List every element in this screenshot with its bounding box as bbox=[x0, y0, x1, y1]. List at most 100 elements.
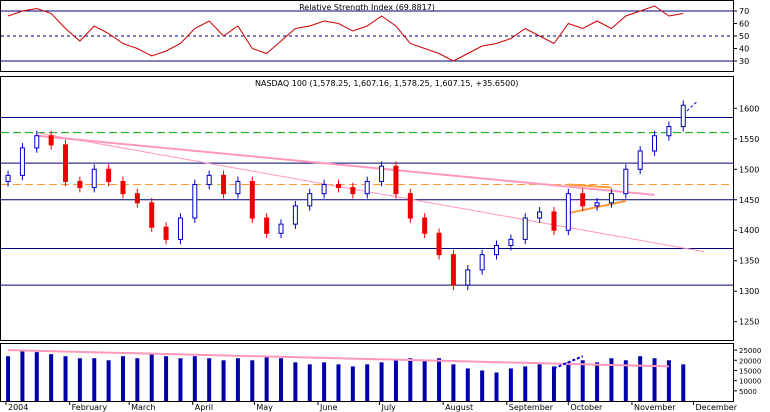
volume-bar-33 bbox=[480, 370, 485, 401]
volume-bar-37 bbox=[537, 364, 542, 401]
candle-body-18 bbox=[264, 217, 270, 234]
rsi-title: Relative Strength Index (69.8817) bbox=[299, 3, 435, 12]
volume-bar-1 bbox=[20, 350, 25, 401]
x-tick-label-11: December bbox=[696, 403, 738, 412]
rsi-tick-label-0: 30 bbox=[739, 57, 749, 66]
volume-tick-label-3: 20000 bbox=[739, 357, 761, 365]
volume-bar-0 bbox=[6, 356, 11, 401]
candle-body-26 bbox=[379, 165, 385, 182]
volume-bar-24 bbox=[350, 366, 355, 401]
volume-bar-25 bbox=[365, 364, 370, 401]
volume-bar-41 bbox=[595, 362, 600, 401]
x-tick-label-0: 2004 bbox=[8, 403, 28, 412]
candle-body-2 bbox=[34, 135, 40, 149]
candle-body-24 bbox=[350, 187, 356, 195]
price-trendline-4 bbox=[682, 100, 698, 115]
x-axis: 2004 February March April May June July August S… bbox=[5, 401, 738, 412]
candle-body-30 bbox=[436, 232, 442, 256]
volume-panel-frame bbox=[0, 343, 734, 402]
price-tick-label-1: 1300 bbox=[739, 287, 759, 296]
price-panel-frame bbox=[0, 76, 734, 341]
candle-body-9 bbox=[134, 193, 140, 204]
candle-body-15 bbox=[221, 174, 227, 195]
candle-body-33 bbox=[479, 254, 485, 271]
volume-bar-29 bbox=[422, 360, 427, 401]
volume-bar-35 bbox=[508, 368, 513, 401]
volume-bar-14 bbox=[207, 358, 212, 401]
candle-body-20 bbox=[292, 205, 298, 225]
candle-body-32 bbox=[465, 269, 471, 286]
x-tick-label-7: August bbox=[445, 403, 473, 412]
volume-bar-36 bbox=[523, 366, 528, 401]
volume-bar-46 bbox=[666, 360, 671, 401]
rsi-tick-label-1: 40 bbox=[739, 45, 749, 54]
rsi-tick-label-4: 70 bbox=[739, 7, 749, 16]
volume-bar-42 bbox=[609, 358, 614, 401]
candle-body-13 bbox=[192, 184, 198, 219]
volume-tick-label-2: 15000 bbox=[739, 367, 761, 375]
candle-body-46 bbox=[666, 126, 672, 137]
price-tick-label-0: 1250 bbox=[739, 318, 759, 327]
candle-body-0 bbox=[5, 174, 11, 182]
volume-bar-11 bbox=[164, 356, 169, 401]
volume-bar-31 bbox=[451, 364, 456, 401]
volume-bar-16 bbox=[235, 358, 240, 401]
candle-body-14 bbox=[206, 174, 212, 186]
candle-body-19 bbox=[278, 223, 284, 234]
candle-body-8 bbox=[120, 180, 126, 195]
candle-body-39 bbox=[565, 193, 571, 231]
volume-bar-27 bbox=[393, 360, 398, 401]
volume-trendline-0 bbox=[8, 349, 669, 368]
volume-bar-21 bbox=[307, 364, 312, 401]
candle-body-47 bbox=[680, 104, 686, 128]
candle-body-10 bbox=[149, 202, 155, 228]
price-tick-label-5: 1500 bbox=[739, 165, 759, 174]
volume-bar-20 bbox=[293, 362, 298, 401]
candle-body-4 bbox=[63, 144, 69, 182]
candle-body-35 bbox=[508, 238, 514, 246]
candle-body-12 bbox=[177, 217, 183, 240]
x-tick-label-8: September bbox=[509, 403, 554, 412]
volume-tick-label-4: 25000 bbox=[739, 347, 761, 355]
candle-body-37 bbox=[537, 211, 543, 219]
candle-body-6 bbox=[91, 168, 97, 189]
candle-body-40 bbox=[580, 193, 586, 207]
volume-bar-45 bbox=[652, 358, 657, 401]
rsi-line bbox=[7, 5, 684, 62]
volume-bar-43 bbox=[623, 360, 628, 401]
candle-body-16 bbox=[235, 180, 241, 195]
volume-bar-19 bbox=[279, 358, 284, 401]
candle-body-43 bbox=[623, 168, 629, 195]
candle-body-34 bbox=[494, 244, 500, 256]
x-tick-label-4: May bbox=[256, 403, 273, 412]
volume-bar-3 bbox=[49, 354, 54, 401]
volume-bar-22 bbox=[322, 362, 327, 401]
candle-body-38 bbox=[551, 211, 557, 231]
candle-body-11 bbox=[163, 226, 169, 240]
candle-body-22 bbox=[321, 184, 327, 195]
candle-body-23 bbox=[335, 184, 341, 189]
x-tick-label-5: June bbox=[319, 403, 338, 412]
volume-tick-label-1: 10000 bbox=[739, 378, 761, 386]
candle-body-25 bbox=[364, 180, 370, 195]
x-tick-label-10: November bbox=[634, 403, 676, 412]
candle-body-27 bbox=[393, 165, 399, 195]
volume-bar-39 bbox=[566, 362, 571, 401]
rsi-tick-label-2: 50 bbox=[739, 32, 749, 41]
rsi-layer: 30 40 50 60 70 bbox=[1, 5, 749, 66]
x-tick-label-6: July bbox=[381, 403, 397, 412]
volume-bar-8 bbox=[120, 356, 125, 401]
volume-bar-32 bbox=[465, 368, 470, 401]
volume-bar-30 bbox=[437, 358, 442, 401]
candle-body-7 bbox=[106, 168, 112, 182]
x-tick-label-3: April bbox=[195, 403, 213, 412]
volume-bar-28 bbox=[408, 358, 413, 401]
candle-body-21 bbox=[307, 193, 313, 207]
volume-bar-7 bbox=[106, 360, 111, 401]
price-trendline-1 bbox=[36, 132, 704, 253]
price-tick-label-7: 1600 bbox=[739, 104, 759, 113]
volume-bar-23 bbox=[336, 364, 341, 401]
x-tick-label-2: March bbox=[131, 403, 155, 412]
candle-body-29 bbox=[422, 217, 428, 234]
